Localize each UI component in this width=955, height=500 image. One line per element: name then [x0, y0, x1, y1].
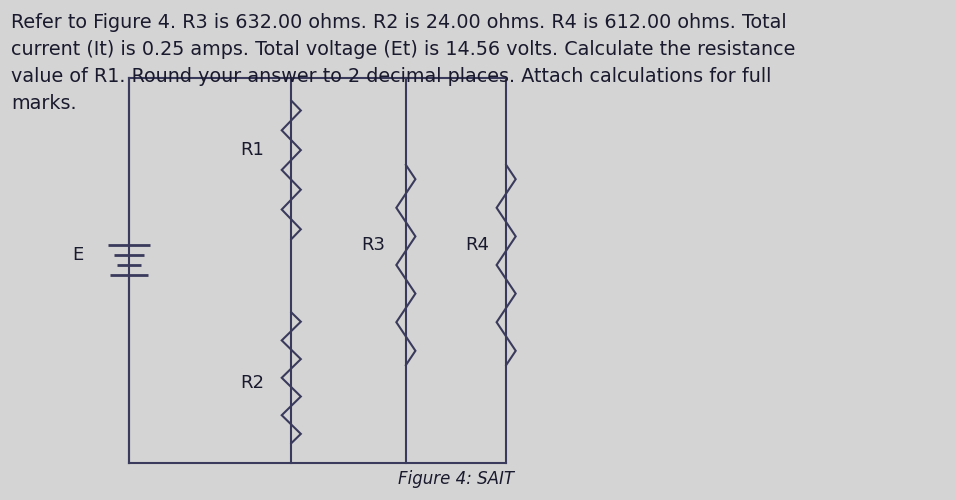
Text: R4: R4 — [465, 236, 489, 254]
Text: Refer to Figure 4. R3 is 632.00 ohms. R2 is 24.00 ohms. R4 is 612.00 ohms. Total: Refer to Figure 4. R3 is 632.00 ohms. R2… — [11, 12, 796, 114]
Text: R1: R1 — [241, 141, 265, 159]
Text: E: E — [72, 246, 83, 264]
Text: Figure 4: SAIT: Figure 4: SAIT — [398, 470, 514, 488]
Text: R2: R2 — [241, 374, 265, 392]
Text: R3: R3 — [361, 236, 385, 254]
